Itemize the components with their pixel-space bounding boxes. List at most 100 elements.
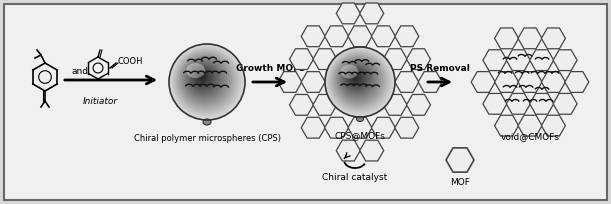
Ellipse shape: [328, 50, 391, 113]
Polygon shape: [494, 115, 519, 136]
Polygon shape: [530, 50, 554, 71]
Ellipse shape: [353, 75, 357, 79]
Ellipse shape: [331, 53, 387, 109]
Polygon shape: [301, 117, 325, 138]
Ellipse shape: [180, 55, 230, 105]
Ellipse shape: [338, 60, 377, 99]
Ellipse shape: [341, 64, 358, 79]
Polygon shape: [494, 28, 519, 49]
Ellipse shape: [329, 51, 389, 111]
Polygon shape: [418, 72, 442, 92]
Polygon shape: [348, 26, 372, 47]
Polygon shape: [553, 50, 577, 71]
Polygon shape: [301, 72, 325, 92]
Ellipse shape: [203, 119, 211, 125]
Ellipse shape: [349, 71, 363, 85]
Ellipse shape: [169, 44, 245, 120]
Polygon shape: [565, 72, 589, 92]
Polygon shape: [483, 50, 507, 71]
Polygon shape: [494, 72, 519, 92]
Polygon shape: [371, 117, 395, 138]
Polygon shape: [290, 94, 313, 115]
Text: CPS@MOFs: CPS@MOFs: [335, 131, 386, 140]
Text: COOH: COOH: [118, 58, 144, 67]
Polygon shape: [360, 140, 384, 161]
Polygon shape: [313, 94, 337, 115]
Ellipse shape: [350, 72, 360, 83]
Ellipse shape: [175, 50, 236, 111]
Text: PS Removal: PS Removal: [410, 64, 470, 73]
Polygon shape: [518, 115, 542, 136]
Polygon shape: [348, 117, 372, 138]
Ellipse shape: [334, 56, 383, 105]
Polygon shape: [446, 148, 474, 172]
Ellipse shape: [356, 116, 364, 122]
Ellipse shape: [343, 65, 371, 93]
Polygon shape: [395, 72, 419, 92]
Text: Chiral catalyst: Chiral catalyst: [323, 173, 387, 182]
Ellipse shape: [340, 62, 375, 97]
Ellipse shape: [177, 52, 234, 109]
Polygon shape: [507, 50, 530, 71]
Ellipse shape: [345, 66, 369, 91]
Ellipse shape: [326, 49, 393, 115]
Ellipse shape: [183, 59, 225, 100]
Polygon shape: [541, 28, 565, 49]
Ellipse shape: [198, 73, 206, 81]
Ellipse shape: [185, 60, 223, 98]
Polygon shape: [324, 117, 349, 138]
Polygon shape: [301, 26, 325, 47]
Polygon shape: [336, 140, 360, 161]
Polygon shape: [395, 117, 419, 138]
Polygon shape: [406, 94, 431, 115]
Polygon shape: [471, 72, 495, 92]
Polygon shape: [530, 93, 554, 114]
FancyBboxPatch shape: [4, 4, 607, 200]
Ellipse shape: [192, 67, 214, 89]
Polygon shape: [553, 93, 577, 114]
Polygon shape: [507, 93, 530, 114]
Ellipse shape: [195, 70, 210, 85]
Polygon shape: [336, 3, 360, 24]
Ellipse shape: [325, 47, 395, 117]
Polygon shape: [541, 72, 565, 92]
Ellipse shape: [197, 71, 208, 83]
Text: Initiator: Initiator: [82, 97, 117, 106]
Polygon shape: [395, 26, 419, 47]
Ellipse shape: [174, 49, 238, 113]
Polygon shape: [541, 115, 565, 136]
Ellipse shape: [200, 75, 203, 79]
Ellipse shape: [182, 57, 227, 103]
Polygon shape: [290, 49, 313, 70]
Ellipse shape: [352, 74, 359, 81]
Ellipse shape: [188, 63, 219, 94]
Ellipse shape: [346, 68, 367, 89]
Polygon shape: [518, 28, 542, 49]
Ellipse shape: [347, 69, 365, 87]
Text: MOF: MOF: [450, 178, 470, 187]
Polygon shape: [383, 49, 407, 70]
Polygon shape: [518, 72, 542, 92]
Ellipse shape: [187, 62, 221, 96]
Polygon shape: [406, 49, 431, 70]
Ellipse shape: [193, 68, 212, 87]
Text: Growth MOFs: Growth MOFs: [236, 64, 304, 73]
Polygon shape: [278, 72, 302, 92]
Ellipse shape: [186, 63, 205, 78]
Ellipse shape: [332, 54, 385, 107]
Polygon shape: [360, 3, 384, 24]
Polygon shape: [324, 26, 349, 47]
Polygon shape: [483, 93, 507, 114]
Ellipse shape: [342, 63, 373, 95]
Ellipse shape: [190, 65, 216, 92]
Polygon shape: [371, 26, 395, 47]
Ellipse shape: [172, 47, 241, 116]
Text: Chiral polymer microspheres (CPS): Chiral polymer microspheres (CPS): [133, 134, 280, 143]
Polygon shape: [383, 94, 407, 115]
Ellipse shape: [178, 54, 232, 107]
Ellipse shape: [335, 57, 381, 103]
Text: and: and: [71, 68, 89, 76]
Ellipse shape: [170, 46, 243, 118]
Ellipse shape: [337, 59, 379, 101]
Polygon shape: [313, 49, 337, 70]
